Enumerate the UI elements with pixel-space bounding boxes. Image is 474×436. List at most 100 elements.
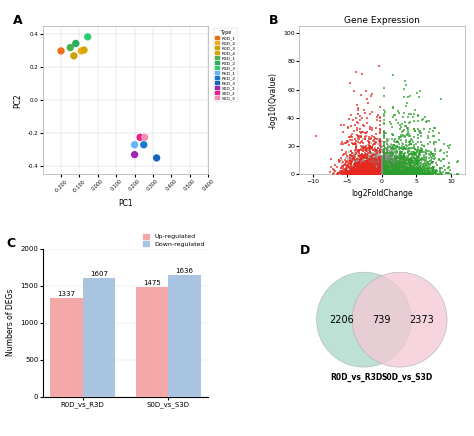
Point [381,160,388,167]
Point [375,160,383,167]
Point [420,160,428,167]
Point [385,169,392,176]
Point [342,149,350,156]
Point [423,170,431,177]
Point [392,161,399,168]
Point [371,149,379,156]
Point [387,169,395,176]
Point [385,171,393,178]
Point [409,169,417,176]
Point [351,165,359,172]
Point [371,171,379,178]
Point [365,165,372,172]
Point [367,170,375,177]
Point [412,163,420,170]
Point [365,162,373,169]
Point [372,170,380,177]
Point [407,157,415,164]
Point [370,167,378,174]
Point [363,170,371,177]
Point [387,166,395,173]
Point [384,169,392,176]
Point [359,165,367,172]
Point [365,167,373,174]
Point [381,169,388,176]
Point [393,154,401,161]
Point [361,162,369,169]
Point [363,164,371,170]
Point [402,170,410,177]
Point [386,164,394,171]
Point [377,170,385,177]
Point [406,160,413,167]
Point [363,160,371,167]
Point [373,170,381,177]
Point [326,169,334,176]
Point [378,170,386,177]
Point [363,144,371,151]
Point [399,146,406,153]
Point [372,170,380,177]
Point [380,169,388,176]
Point [366,169,374,176]
Point [407,161,415,168]
Point [385,162,393,169]
Point [368,163,375,170]
Point [363,170,371,177]
Point [384,170,392,177]
Point [376,167,384,174]
Point [395,169,402,176]
Point [369,170,377,177]
Point [355,162,363,169]
Point [402,159,410,166]
Point [369,171,376,178]
Point [370,161,377,168]
Point [395,160,402,167]
Point [378,159,386,166]
Point [385,169,393,176]
Point [371,160,378,167]
Point [385,167,393,174]
Point [385,161,393,168]
Point [363,170,370,177]
Point [361,163,369,170]
Point [392,154,400,161]
Point [366,167,374,174]
Point [361,167,369,174]
Point [392,170,400,177]
Point [384,169,392,176]
Point [380,153,388,160]
Point [395,170,402,177]
Point [382,170,390,177]
Point [380,138,388,145]
Point [360,165,368,172]
Point [372,169,379,176]
Point [354,161,361,168]
Point [378,160,386,167]
Point [382,161,389,168]
Point [354,160,361,167]
Point [396,168,404,175]
Point [388,170,396,177]
Point [381,165,389,172]
Point [334,169,342,176]
Point [371,167,379,174]
Point [422,167,429,174]
Point [374,164,382,170]
Point [371,156,378,163]
Point [382,167,390,174]
Point [373,157,381,164]
Point [399,170,406,177]
Point [370,161,377,168]
Text: 1607: 1607 [90,270,108,276]
Point [429,170,437,177]
Point [365,165,373,172]
Point [364,171,371,178]
Point [383,135,391,142]
Point [357,168,365,175]
Point [374,170,381,177]
Point [387,160,394,167]
Point [383,170,391,177]
Point [390,168,397,175]
Point [382,167,389,174]
